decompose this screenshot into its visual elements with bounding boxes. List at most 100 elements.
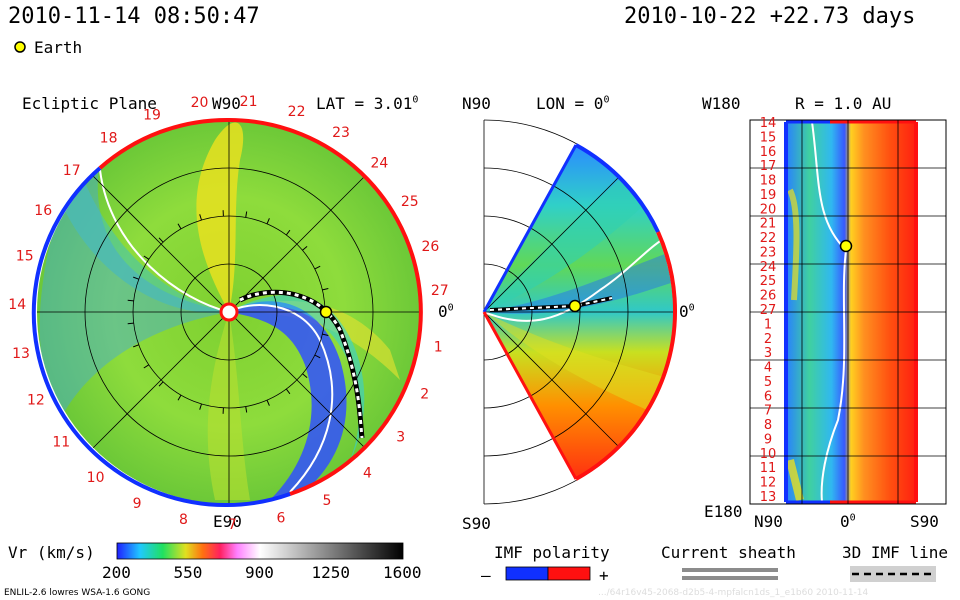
- ecliptic-top-label: W90: [212, 94, 241, 113]
- watermark: .../64r16v45-2068-d2b5-4-mpfalcn1ds_1_e1…: [598, 588, 869, 598]
- ecliptic-tick: [143, 255, 150, 260]
- imf3d-title: 3D IMF line: [842, 543, 948, 562]
- earth-marker-radial: [839, 239, 853, 253]
- radial-title: R = 1.0 AU: [795, 94, 892, 113]
- meridional-plot: [482, 119, 678, 505]
- colorbar-tick-label: 900: [245, 563, 274, 582]
- ecliptic-day-label: 24: [370, 156, 388, 172]
- ecliptic-day-label: 10: [87, 470, 105, 486]
- imf-negative-swatch: [505, 566, 549, 581]
- radial-day-label: 11: [760, 461, 777, 476]
- ecliptic-lat-label: LAT = 3.010: [316, 94, 419, 113]
- ecliptic-day-label: 27: [431, 283, 449, 299]
- datetime-label: 2010-11-14 08:50:47: [8, 4, 260, 29]
- radial-day-label: 15: [760, 130, 777, 145]
- ecliptic-tick: [314, 265, 321, 270]
- ecliptic-tick: [314, 354, 321, 359]
- ecliptic-day-label: 20: [191, 95, 209, 111]
- radial-plot: 1415161718192021222324252627123456789101…: [749, 116, 947, 505]
- radial-day-label: 19: [760, 188, 777, 203]
- ecliptic-tick: [245, 211, 248, 218]
- ecliptic-tick: [285, 388, 291, 395]
- meridional-right-label: 00: [679, 302, 695, 321]
- meridional-top-label: N90: [462, 94, 491, 113]
- ecliptic-tick: [177, 223, 182, 230]
- radial-day-label: 23: [760, 246, 777, 261]
- current-sheath-title: Current sheath: [661, 543, 796, 562]
- radial-day-label: 21: [760, 217, 777, 232]
- ecliptic-tick: [127, 299, 134, 302]
- colorbar-tick-label: 1250: [311, 563, 351, 582]
- reference-label: 2010-10-22 +22.73 days: [624, 4, 916, 29]
- earth-legend-label: Earth: [34, 38, 83, 57]
- meridional-bottom-label: S90: [462, 514, 491, 533]
- radial-day-label: 8: [764, 418, 772, 433]
- ecliptic-day-label: 16: [34, 203, 52, 219]
- ecliptic-tick: [266, 218, 270, 225]
- ecliptic-day-label: 26: [421, 239, 439, 255]
- ecliptic-day-label: 3: [396, 429, 405, 445]
- colorbar-tick-label: 1600: [383, 563, 422, 582]
- colorbar-tick-label: 200: [102, 563, 131, 582]
- ecliptic-tick: [143, 364, 150, 369]
- radial-day-label: 2: [764, 332, 772, 347]
- ecliptic-title: Ecliptic Plane: [22, 94, 157, 113]
- ecliptic-tick: [322, 333, 329, 336]
- colorbar-label: Vr (km/s): [8, 543, 95, 562]
- ecliptic-day-label: 5: [322, 493, 331, 509]
- radial-day-label: 18: [760, 174, 777, 189]
- radial-day-label: 16: [760, 145, 777, 160]
- earth-legend-marker: [14, 41, 26, 53]
- radial-bottom-left-label: E180: [704, 502, 743, 521]
- ecliptic-day-label: 11: [52, 435, 70, 451]
- radial-day-label: 4: [764, 361, 772, 376]
- radial-day-label: 10: [760, 447, 777, 462]
- radial-day-label: 1: [764, 317, 772, 332]
- radial-top-left-label: W180: [702, 94, 741, 113]
- ecliptic-tick: [245, 406, 248, 413]
- ecliptic-bottom-label: E90: [213, 512, 242, 531]
- ecliptic-tick: [133, 344, 139, 348]
- radial-day-label: 25: [760, 274, 777, 289]
- ecliptic-day-label: 14: [8, 297, 26, 313]
- ecliptic-day-label: 7: [228, 517, 237, 533]
- ecliptic-day-label: 18: [100, 131, 118, 147]
- radial-day-label: 7: [764, 404, 772, 419]
- colorbar-tick-label: 550: [173, 563, 203, 582]
- radial-x-left-label: N90: [754, 512, 783, 531]
- ecliptic-tick: [127, 322, 134, 325]
- sun-marker: [219, 302, 239, 322]
- ecliptic-day-label: 6: [277, 511, 286, 527]
- imf-plus-label: +: [599, 566, 609, 585]
- radial-day-label: 17: [760, 159, 777, 174]
- ecliptic-tick: [158, 381, 164, 387]
- ecliptic-tick: [322, 288, 329, 291]
- ecliptic-right-label: 00: [438, 302, 454, 321]
- ecliptic-day-label: 12: [27, 393, 45, 409]
- ecliptic-tick: [199, 214, 202, 221]
- imf-minus-label: –: [481, 566, 491, 585]
- imf-polarity-title: IMF polarity: [494, 543, 610, 562]
- radial-day-label: 20: [760, 202, 777, 217]
- radial-day-labels: 1415161718192021222324252627123456789101…: [760, 116, 777, 505]
- ecliptic-day-label: 22: [288, 104, 306, 120]
- ecliptic-day-label: 8: [179, 512, 188, 528]
- radial-day-label: 5: [764, 375, 772, 390]
- ecliptic-day-label: 23: [332, 125, 350, 141]
- ecliptic-day-label: 4: [363, 466, 372, 482]
- radial-day-label: 22: [760, 231, 777, 246]
- ecliptic-day-label: 25: [401, 194, 419, 210]
- meridional-lon-label: LON = 00: [536, 94, 610, 113]
- ecliptic-tick: [266, 399, 270, 406]
- ecliptic-day-label: 2: [420, 387, 429, 403]
- radial-day-label: 27: [760, 303, 777, 318]
- radial-x-right-label: S90: [910, 512, 939, 531]
- radial-day-label: 3: [764, 346, 772, 361]
- ecliptic-day-label: 21: [240, 94, 258, 110]
- radial-x-mid-label: 00: [840, 512, 856, 531]
- radial-day-label: 14: [760, 116, 777, 131]
- ecliptic-tick: [133, 276, 139, 280]
